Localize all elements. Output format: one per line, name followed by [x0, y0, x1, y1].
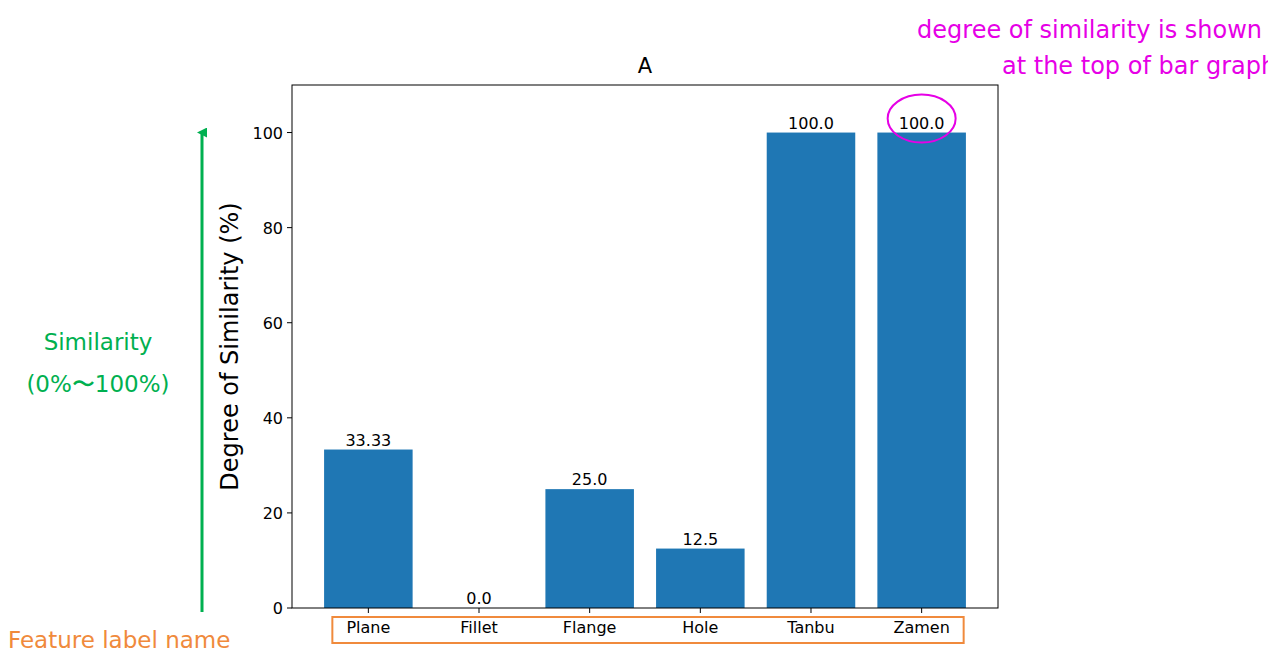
y-tick-label: 20 — [263, 504, 283, 523]
bar — [877, 133, 966, 608]
bar — [324, 450, 413, 608]
bar — [767, 133, 856, 608]
data-label: 25.0 — [572, 470, 608, 489]
plot-frame — [292, 85, 998, 608]
data-label: 12.5 — [683, 530, 719, 549]
similarity-arrow — [201, 133, 204, 612]
bar — [656, 549, 745, 608]
y-tick-label: 40 — [263, 409, 283, 428]
x-tick-label: Zamen — [893, 618, 949, 637]
y-tick — [287, 417, 292, 418]
annotation-text: degree of similarity is shown — [917, 16, 1262, 44]
y-tick — [287, 512, 292, 513]
bar — [545, 489, 634, 608]
chart: 0 20 40 60 80 100 Plane Fillet Flange Hole Tanbu Za… — [0, 0, 1268, 655]
data-label: 0.0 — [466, 589, 491, 608]
x-tick — [810, 608, 811, 613]
x-tick-label: Flange — [563, 618, 617, 637]
annotation-text: Feature label name — [8, 627, 230, 653]
annotation-text: (0%〜100%) — [26, 371, 169, 397]
x-tick — [368, 608, 369, 613]
x-tick — [589, 608, 590, 613]
y-tick-label: 80 — [263, 219, 283, 238]
x-tick-label: Fillet — [460, 618, 498, 637]
y-axis-label: Degree of Similarity (%) — [216, 202, 244, 490]
data-label: 33.33 — [345, 431, 391, 450]
x-tick — [921, 608, 922, 613]
x-tick-label: Hole — [682, 618, 718, 637]
x-tick — [479, 608, 480, 613]
x-tick — [700, 608, 701, 613]
data-label: 100.0 — [899, 114, 945, 133]
y-tick-label: 100 — [252, 124, 283, 143]
y-tick — [287, 227, 292, 228]
highlight-circle — [888, 95, 956, 143]
annotation-text: Similarity — [44, 329, 153, 355]
label-box — [332, 617, 963, 643]
y-tick-label: 0 — [273, 599, 283, 618]
annotation-text: at the top of bar graph — [1002, 52, 1268, 80]
y-tick — [287, 132, 292, 133]
y-tick — [287, 322, 292, 323]
title: A — [638, 54, 653, 78]
data-label: 100.0 — [788, 114, 834, 133]
y-tick — [287, 608, 292, 609]
x-tick-label: Tanbu — [786, 618, 834, 637]
bars — [324, 133, 966, 608]
x-tick-label: Plane — [346, 618, 390, 637]
y-tick-label: 60 — [263, 314, 283, 333]
